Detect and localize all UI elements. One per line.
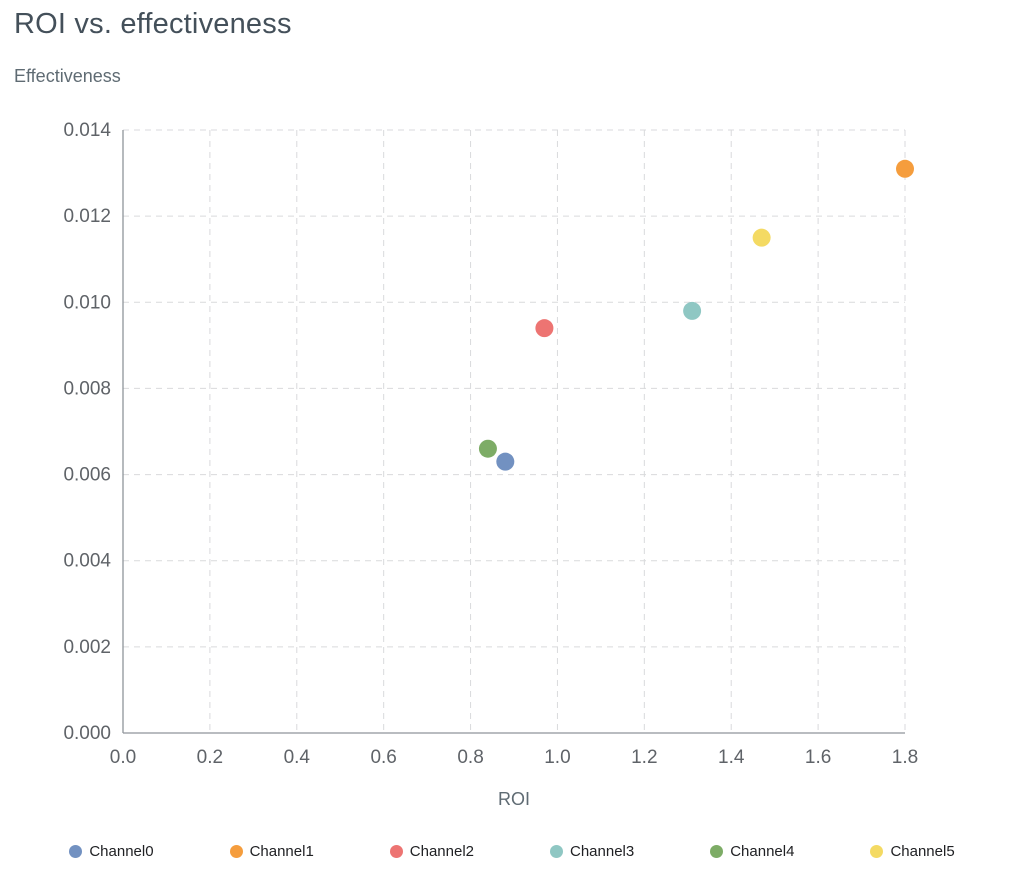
data-point-channel0 <box>496 452 515 471</box>
y-tick-label: 0.008 <box>63 378 111 399</box>
data-point-channel2 <box>535 319 554 338</box>
y-tick-label: 0.004 <box>63 551 111 572</box>
y-axis-title: Effectiveness <box>14 66 121 86</box>
legend-label: Channel2 <box>409 843 474 860</box>
x-tick-label: 1.6 <box>805 747 831 768</box>
legend-item-channel3[interactable]: Channel3 <box>550 843 634 860</box>
x-tick-label: 0.6 <box>370 747 396 768</box>
legend-label: Channel0 <box>89 843 154 860</box>
x-tick-label: 1.8 <box>892 747 918 768</box>
x-tick-label: 0.8 <box>457 747 483 768</box>
y-tick-label: 0.000 <box>63 723 111 744</box>
y-tick-label: 0.010 <box>63 292 111 313</box>
legend-dot-icon <box>389 845 403 858</box>
legend-label: Channel1 <box>249 843 314 860</box>
legend-dot-icon <box>870 845 884 858</box>
legend-dot-icon <box>69 845 83 858</box>
x-tick-label: 1.4 <box>718 747 745 768</box>
data-point-channel1 <box>896 159 914 178</box>
x-tick-label: 1.2 <box>631 747 657 768</box>
legend-item-channel1[interactable]: Channel1 <box>229 843 314 860</box>
x-tick-label: 0.2 <box>197 747 223 768</box>
scatter-chart: 0.000 0.002 0.004 0.006 0.008 0.010 0.012 0.014… <box>63 120 918 809</box>
y-tick-label: 0.006 <box>63 465 111 486</box>
legend-item-channel0[interactable]: Channel0 <box>69 843 154 860</box>
legend-item-channel2[interactable]: Channel2 <box>389 843 474 860</box>
legend-dot-icon <box>710 845 724 858</box>
legend-label: Channel3 <box>570 843 635 860</box>
data-point-channel4 <box>478 439 497 458</box>
legend-dot-icon <box>229 845 243 858</box>
legend-label: Channel5 <box>890 843 955 860</box>
legend-item-channel5[interactable]: Channel5 <box>870 843 955 860</box>
x-tick-label: 0.0 <box>110 747 136 768</box>
legend-item-channel4[interactable]: Channel4 <box>710 843 794 860</box>
legend-label: Channel4 <box>730 843 795 860</box>
data-point-channel3 <box>683 301 702 320</box>
chart-legend: Channel0 Channel1 Channel2 Channel3 Channel4… <box>0 843 1024 860</box>
x-tick-label: 1.0 <box>544 747 570 768</box>
y-tick-label: 0.012 <box>63 206 111 227</box>
legend-dot-icon <box>550 845 563 858</box>
chart-title: ROI vs. effectiveness <box>14 8 292 40</box>
data-point-channel5 <box>752 228 771 247</box>
x-tick-label: 0.4 <box>284 747 311 768</box>
y-tick-label: 0.014 <box>63 120 111 141</box>
y-tick-label: 0.002 <box>63 637 111 658</box>
x-axis-title: ROI <box>498 789 530 809</box>
